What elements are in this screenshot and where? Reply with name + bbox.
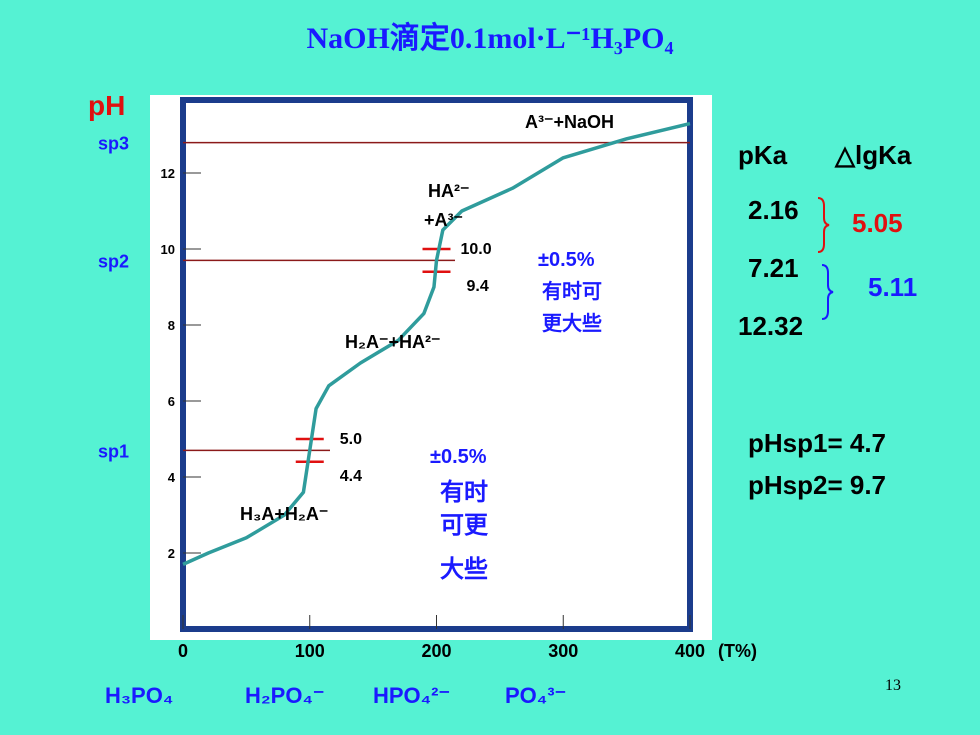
- dlgka: 5.05: [852, 208, 903, 238]
- annotation: +A³⁻: [424, 210, 463, 230]
- pka: 7.21: [748, 253, 799, 283]
- annotation: 大些: [440, 556, 488, 583]
- species: PO₄³⁻: [505, 683, 566, 708]
- x-tick-label: 100: [295, 641, 325, 661]
- species: H₃PO₄: [105, 683, 173, 708]
- x-unit: (T%): [718, 641, 757, 661]
- annotation: H₂A⁻+HA²⁻: [345, 332, 441, 352]
- annotation: ±0.5%: [430, 446, 487, 468]
- dlgka-header: △lgKa: [835, 140, 912, 170]
- x-tick-label: 0: [178, 641, 188, 661]
- annotation: 可更: [440, 512, 489, 539]
- ph-sp: pHsp2= 9.7: [748, 470, 887, 500]
- tolerance-label: 4.4: [340, 468, 362, 485]
- plot-panel: [150, 95, 712, 640]
- y-tick-label: 12: [161, 166, 175, 181]
- y-tick-label: 10: [161, 242, 175, 257]
- x-tick-label: 400: [675, 641, 705, 661]
- title: NaOH滴定0.1mol·L⁻¹H₃PO₄: [307, 21, 674, 55]
- y-tick-label: 8: [168, 318, 175, 333]
- annotation: HA²⁻: [428, 181, 470, 201]
- y-label: pH: [88, 90, 125, 121]
- annotation: A³⁻+NaOH: [525, 112, 614, 132]
- annotation: 更大些: [542, 311, 602, 335]
- dlgka: 5.11: [868, 272, 918, 302]
- sp-label: sp2: [98, 251, 129, 271]
- y-tick-label: 4: [168, 470, 176, 485]
- sp-label: sp3: [98, 134, 129, 154]
- pka-header: pKa: [738, 140, 788, 170]
- tolerance-label: 5.0: [340, 431, 362, 448]
- ph-sp: pHsp1= 4.7: [748, 428, 887, 458]
- tolerance-label: 10.0: [461, 241, 492, 258]
- annotation: ±0.5%: [538, 249, 595, 271]
- sp-label: sp1: [98, 441, 129, 461]
- page-number: 13: [885, 677, 901, 694]
- y-tick-label: 6: [168, 394, 175, 409]
- species: HPO₄²⁻: [373, 683, 450, 708]
- x-tick-label: 200: [421, 641, 451, 661]
- annotation: H₃A+H₂A⁻: [240, 504, 328, 524]
- species: H₂PO₄⁻: [245, 683, 325, 708]
- tolerance-label: 9.4: [467, 278, 489, 295]
- x-tick-label: 300: [548, 641, 578, 661]
- pka: 12.32: [738, 311, 804, 341]
- pka: 2.16: [748, 195, 799, 225]
- y-tick-label: 2: [168, 546, 175, 561]
- curve: [182, 121, 691, 566]
- annotation: 有时: [440, 479, 488, 506]
- annotation: 有时可: [542, 279, 602, 303]
